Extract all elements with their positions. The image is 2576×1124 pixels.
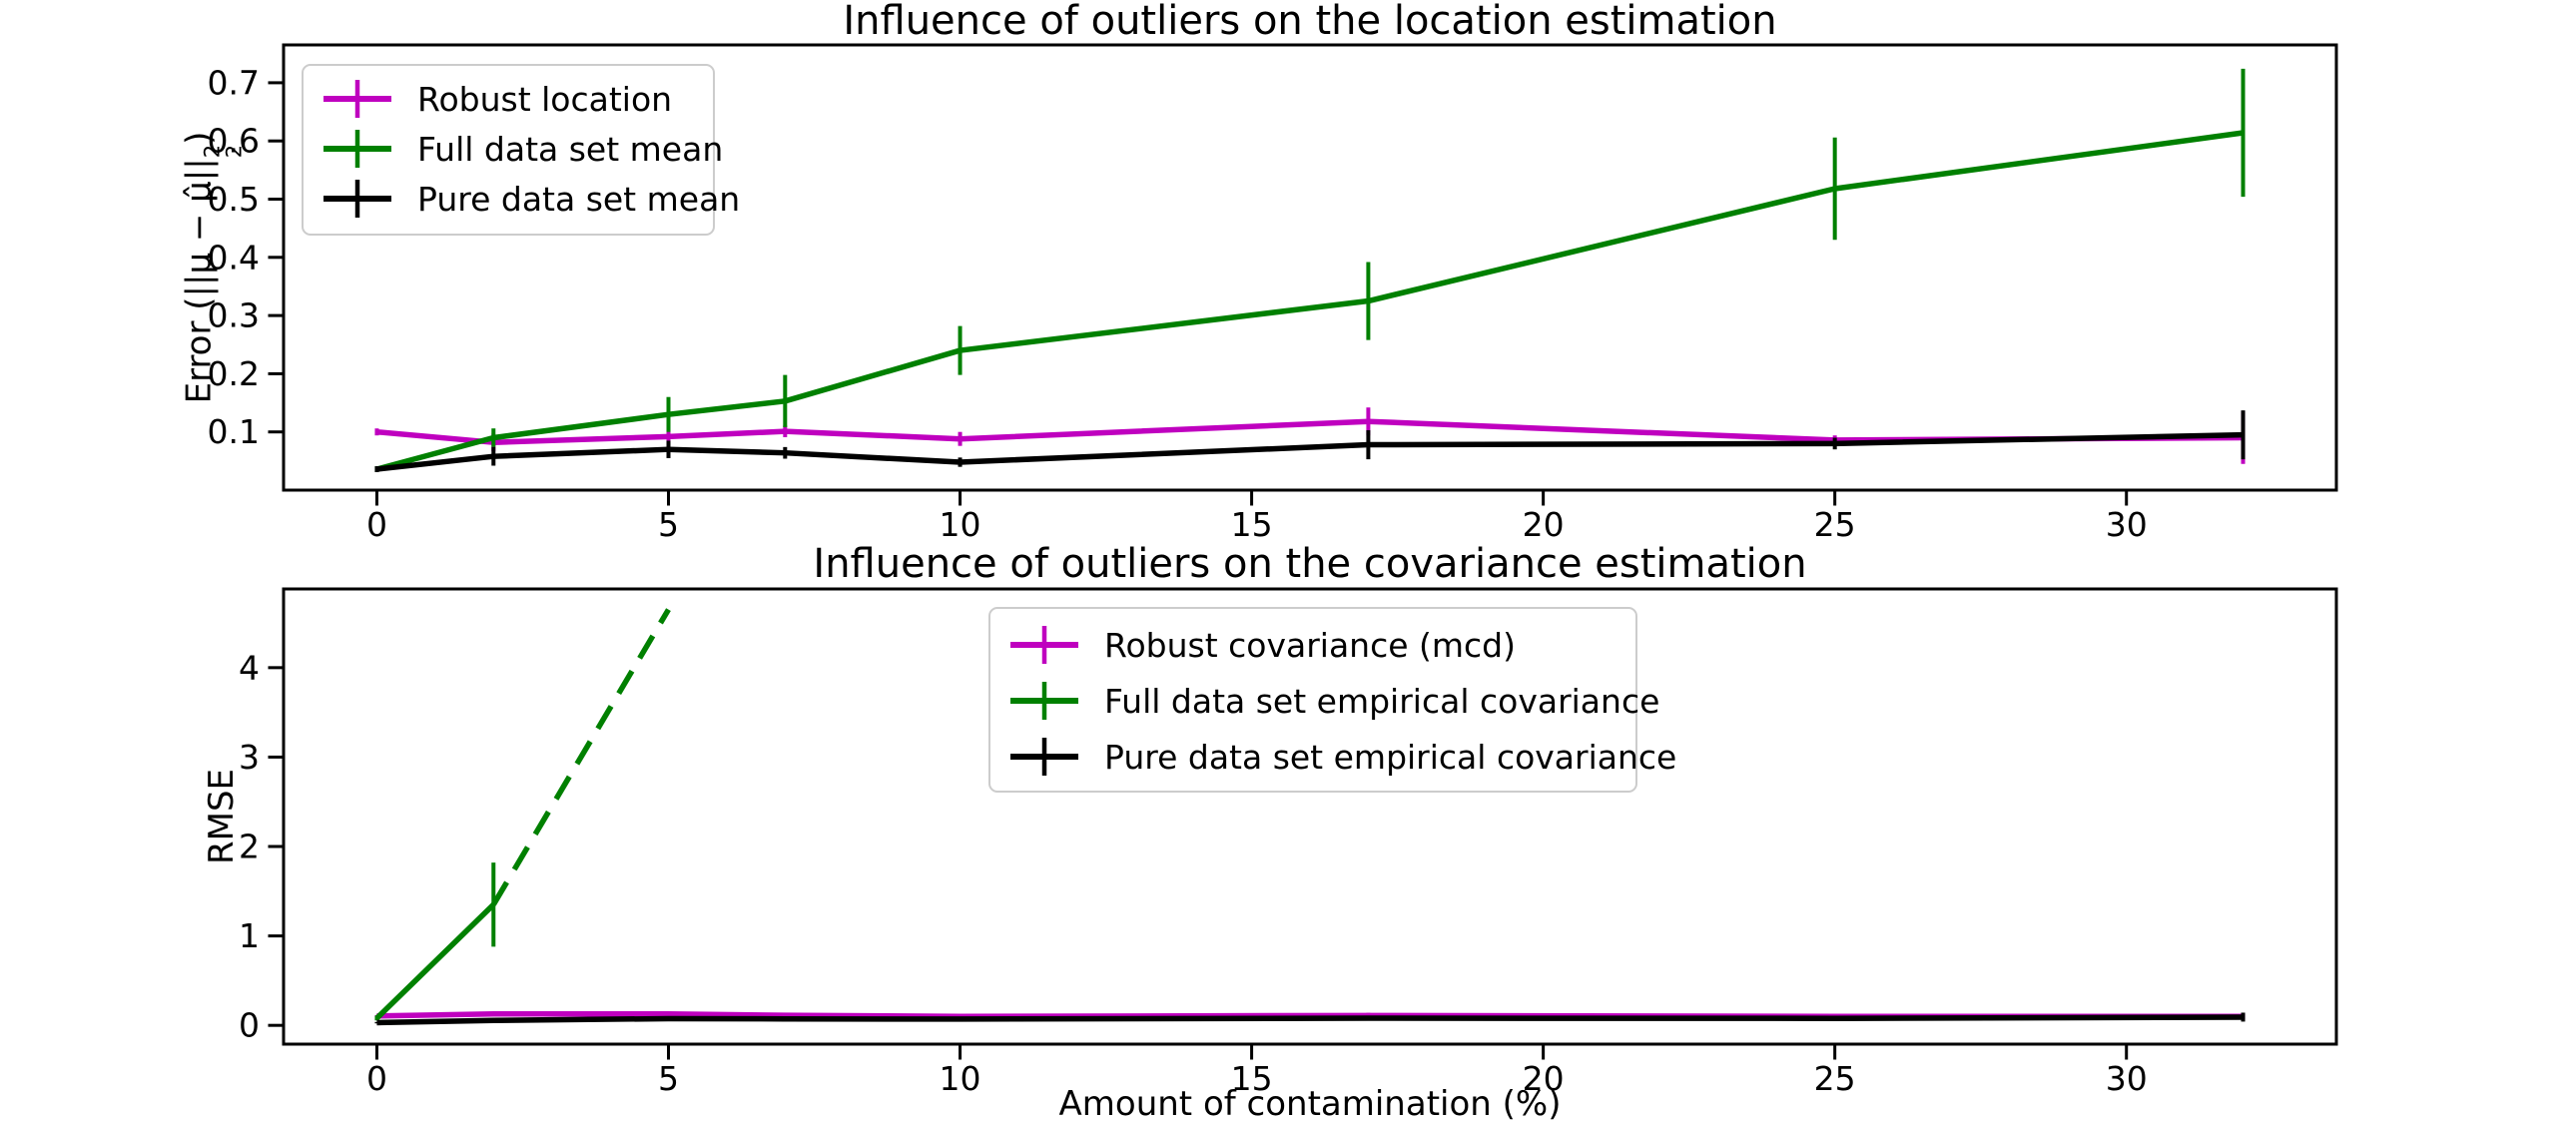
y-tick-label: 2 xyxy=(239,828,260,866)
x-tick-label: 5 xyxy=(658,505,679,544)
x-tick-label: 15 xyxy=(1231,1059,1273,1098)
legend-item-full-data-set-empirical-covariance: Full data set empirical covariance xyxy=(1006,673,1659,729)
errorbar-key-icon xyxy=(1010,626,1078,664)
y-tick-label: 0.6 xyxy=(208,122,260,161)
top-plot-legend: Robust location Full data set mean Pure … xyxy=(302,64,740,236)
x-tick-label: 10 xyxy=(940,1059,981,1098)
y-tick-label: 0.4 xyxy=(208,238,260,277)
errorbar-key-icon xyxy=(323,180,391,218)
error-bars xyxy=(374,862,496,1021)
data-line xyxy=(375,130,2244,472)
y-tick-label: 4 xyxy=(239,648,260,687)
y-tick-label: 0.7 xyxy=(208,63,260,102)
legend-item-pure-data-set-empirical-covariance: Pure data set empirical covariance xyxy=(1006,729,1676,785)
errorbar-key-icon xyxy=(1010,682,1078,720)
x-tick-label: 25 xyxy=(1814,505,1856,544)
errorbar-key-icon xyxy=(1010,738,1078,776)
errorbar-key-icon xyxy=(323,130,391,168)
legend-label: Robust location xyxy=(417,79,673,119)
x-axis-ticks: 0 5 10 15 20 25 30 xyxy=(366,491,2148,544)
data-line xyxy=(376,418,2244,445)
x-tick-label: 20 xyxy=(1523,1059,1565,1098)
y-tick-label: 0.1 xyxy=(208,412,260,451)
y-axis-ticks: 0.1 0.2 0.3 0.4 0.5 0.6 0.7 xyxy=(208,63,283,451)
x-tick-label: 20 xyxy=(1523,505,1565,544)
x-axis-label: Amount of contamination (%) xyxy=(1058,1084,1562,1124)
plot-border xyxy=(282,587,2338,1046)
y-tick-label: 3 xyxy=(239,738,260,777)
legend-label: Full data set mean xyxy=(417,129,724,169)
y-tick-label: 1 xyxy=(239,916,260,955)
x-tick-label: 5 xyxy=(658,1059,679,1098)
legend-item-full-data-set-mean: Full data set mean xyxy=(320,124,723,174)
data-line xyxy=(376,1014,2244,1026)
data-line xyxy=(376,431,2244,472)
legend-item-robust-covariance-mcd: Robust covariance (mcd) xyxy=(1006,617,1621,673)
top-plot-title: Influence of outliers on the location es… xyxy=(843,0,1777,44)
legend-label: Robust covariance (mcd) xyxy=(1104,625,1517,665)
dashed-line xyxy=(490,608,671,906)
errorbar-key-icon xyxy=(323,80,391,118)
y-tick-label: 0 xyxy=(239,1006,260,1045)
x-tick-label: 15 xyxy=(1231,505,1273,544)
bottom-plot-area: 0 5 10 15 20 25 30 0 1 2 3 4 xyxy=(239,587,2338,1098)
legend-label: Pure data set empirical covariance xyxy=(1104,737,1677,777)
x-tick-label: 0 xyxy=(366,505,387,544)
series-pure-data-set-mean xyxy=(374,410,2246,472)
data-line xyxy=(374,902,496,1020)
legend-label: Full data set empirical covariance xyxy=(1104,681,1660,721)
x-tick-label: 10 xyxy=(940,505,981,544)
legend-label: Pure data set mean xyxy=(417,179,741,219)
plot-border xyxy=(282,43,2338,492)
legend-item-robust-location: Robust location xyxy=(320,74,699,124)
x-tick-label: 25 xyxy=(1814,1059,1856,1098)
bottom-plot-legend: Robust covariance (mcd) Full data set em… xyxy=(988,607,1676,793)
x-axis-ticks: 0 5 10 15 20 25 30 xyxy=(366,1045,2148,1098)
y-tick-label: 0.2 xyxy=(208,354,260,393)
y-axis-ticks: 0 1 2 3 4 xyxy=(239,648,283,1045)
x-tick-label: 30 xyxy=(2106,1059,2148,1098)
bottom-plot-title: Influence of outliers on the covariance … xyxy=(813,541,1807,587)
x-tick-label: 0 xyxy=(366,1059,387,1098)
legend-item-pure-data-set-mean: Pure data set mean xyxy=(320,174,740,224)
y-tick-label: 0.3 xyxy=(208,296,260,335)
series-pure-data-set-empirical-covariance xyxy=(374,1012,2246,1026)
series-full-data-set-empirical-covariance xyxy=(374,608,671,1021)
x-tick-label: 30 xyxy=(2106,505,2148,544)
top-plot-area: 0 5 10 15 20 25 30 0.1 0.2 0.3 0.4 0.5 0.6 0.7 xyxy=(208,43,2338,544)
y-tick-label: 0.5 xyxy=(208,180,260,219)
